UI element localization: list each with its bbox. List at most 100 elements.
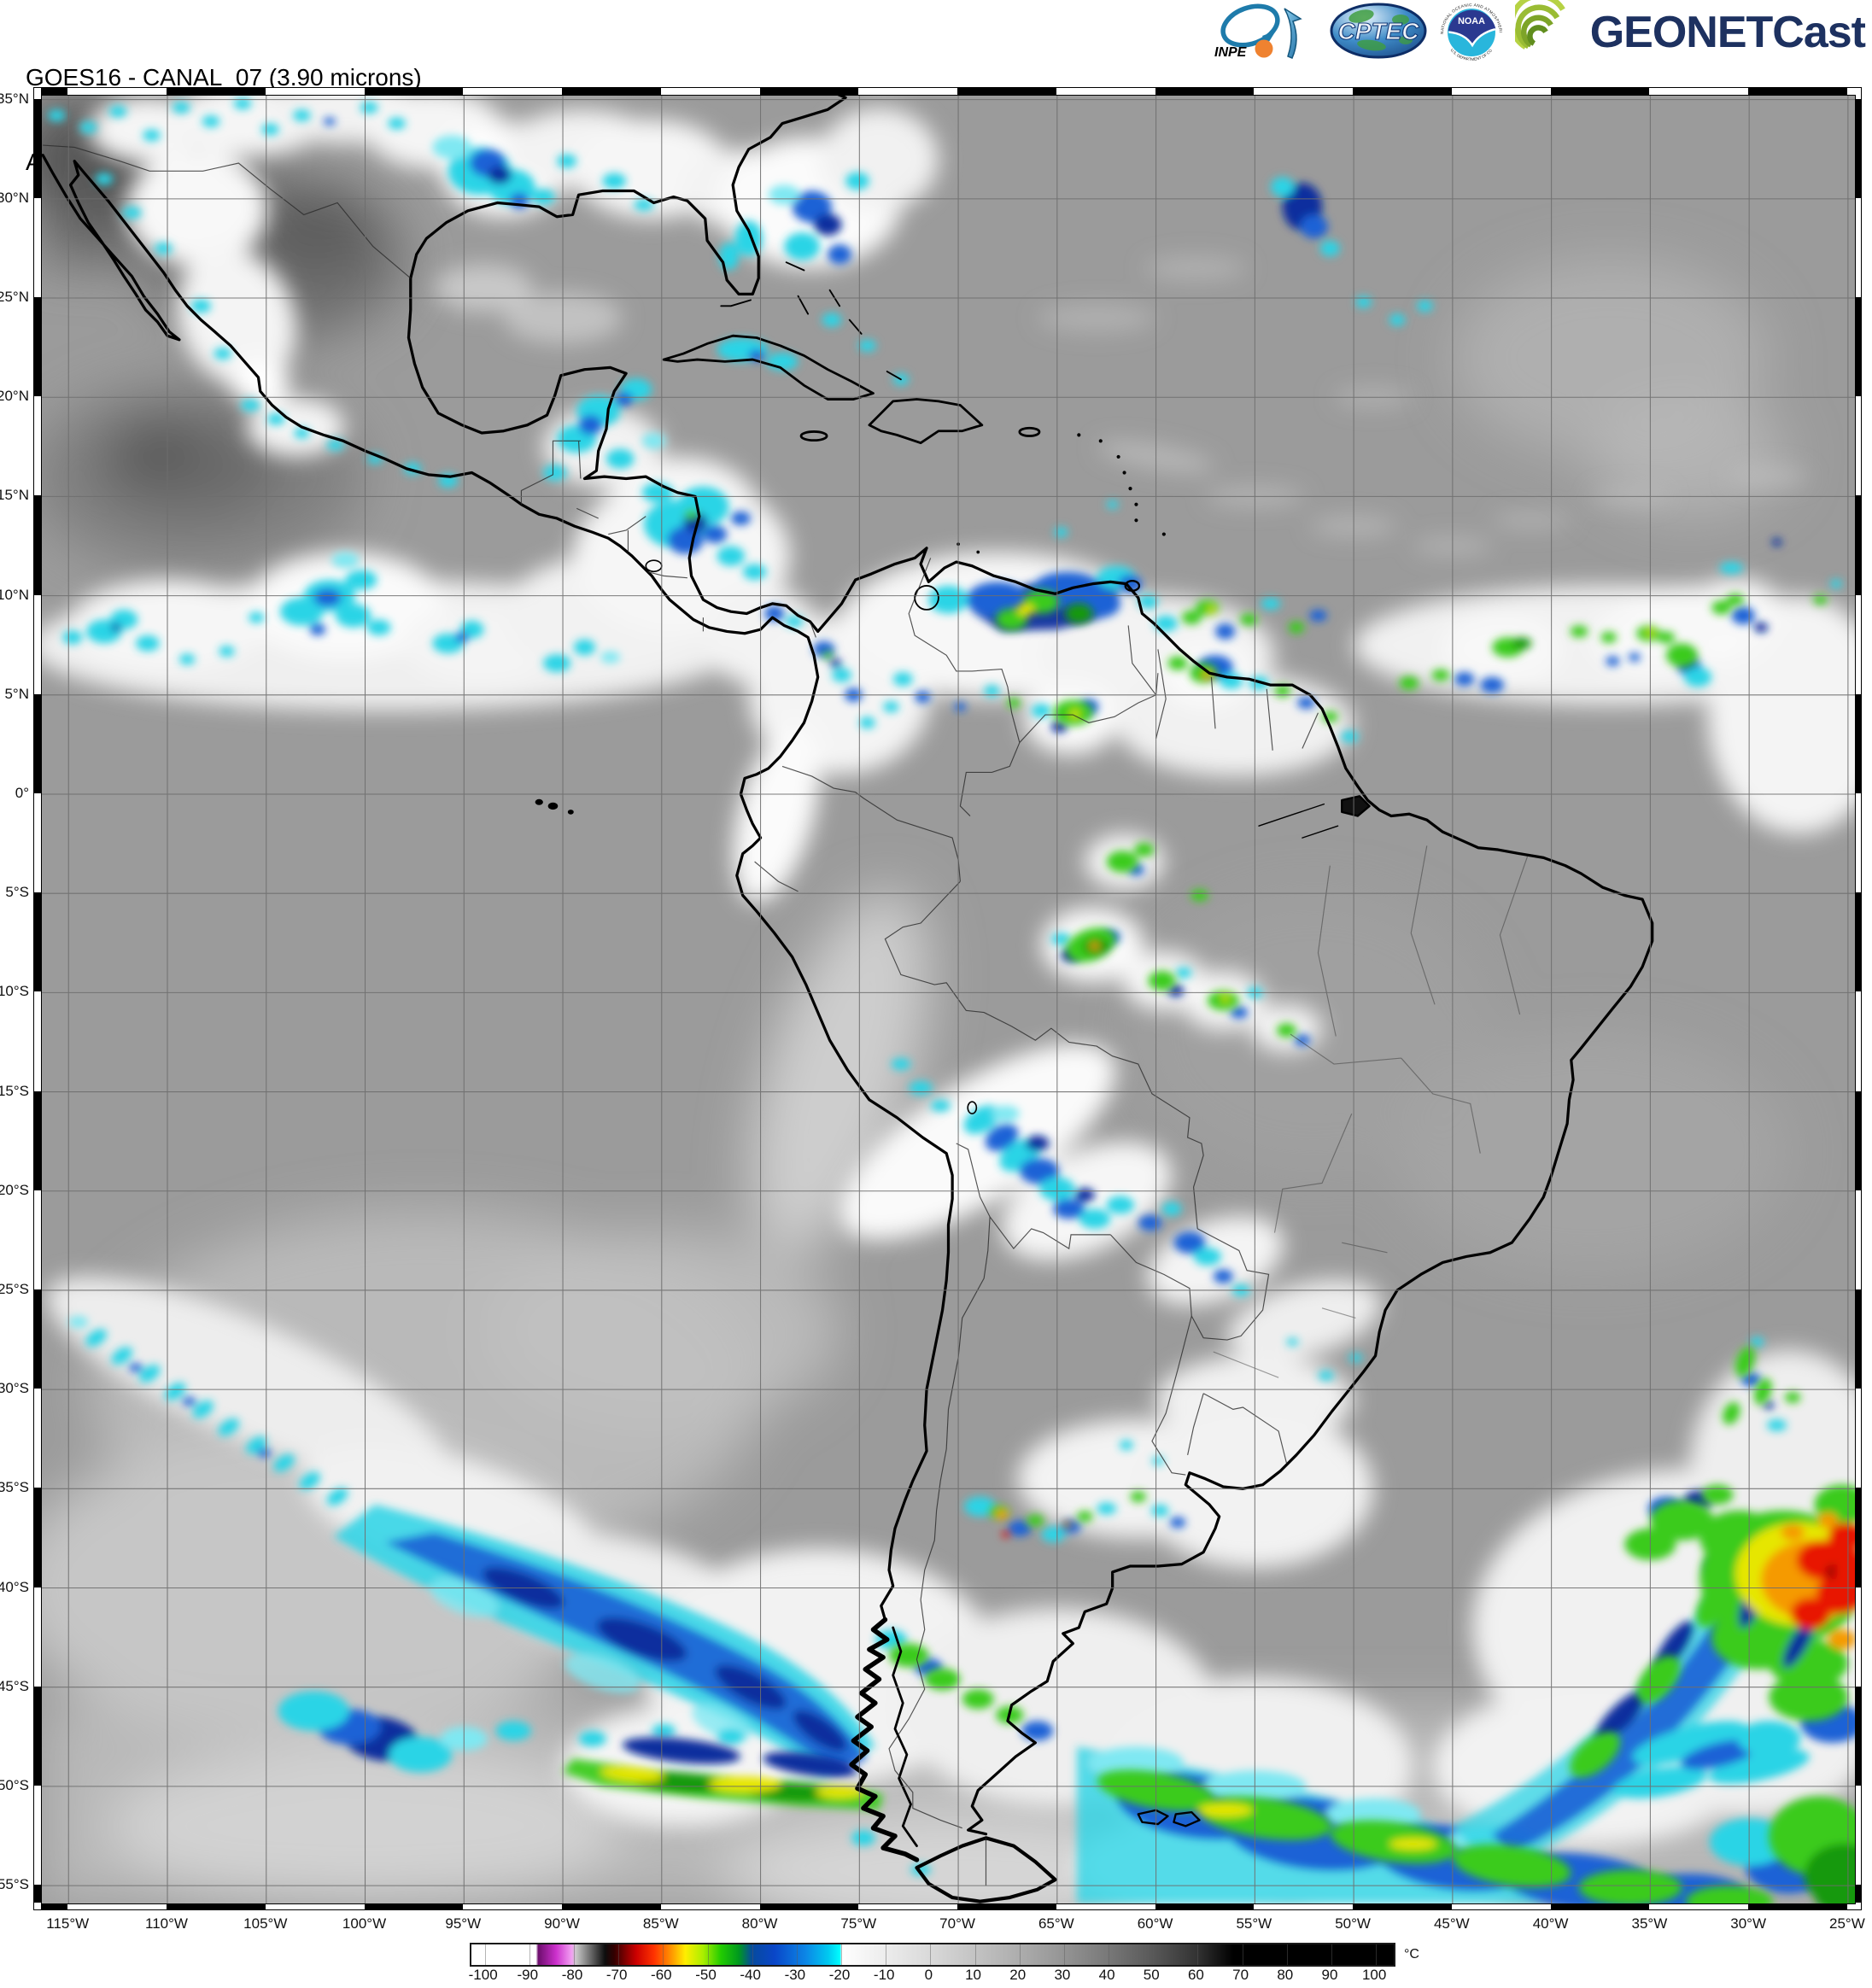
lon-label: 45°W [1433, 1915, 1470, 1932]
frame-tick [34, 98, 41, 198]
frame-tick [1846, 88, 1854, 95]
frame-tick [1649, 88, 1749, 95]
geonetcast-logo-icon [1508, 0, 1578, 67]
frame-tick [1854, 1587, 1861, 1687]
cptec-logo-icon: CPTEC [1329, 3, 1428, 63]
frame-tick [1748, 1903, 1847, 1909]
map-tick-band-left [34, 95, 41, 1903]
colorbar-tick-label: -70 [605, 1967, 628, 1983]
frame-tick [1854, 991, 1861, 1091]
frame-tick [34, 396, 41, 496]
lon-label: 100°W [342, 1915, 387, 1932]
colorbar-gridline [707, 1944, 709, 1965]
colorbar-tick-label: 20 [1009, 1967, 1027, 1983]
inpe-label: INPE [1214, 45, 1248, 60]
frame-tick [1550, 88, 1650, 95]
frame-tick [1854, 594, 1861, 694]
frame-tick [1854, 1488, 1861, 1587]
frame-tick [1854, 693, 1861, 793]
frame-tick [1451, 1903, 1551, 1909]
frame-tick [1854, 297, 1861, 397]
frame-tick [67, 1903, 167, 1909]
lon-label: 60°W [1137, 1915, 1173, 1932]
lon-label: 70°W [939, 1915, 975, 1932]
colorbar-tick-label: 80 [1277, 1967, 1294, 1983]
frame-tick [1155, 88, 1255, 95]
frame-tick [34, 197, 41, 298]
frame-tick [1056, 1903, 1155, 1909]
lat-label: 25°N [0, 289, 29, 306]
frame-tick [34, 1090, 41, 1190]
frame-tick [34, 297, 41, 397]
colorbar-gridline [663, 1944, 664, 1965]
colorbar-gridline [1197, 1944, 1199, 1965]
lon-label: 25°W [1829, 1915, 1865, 1932]
borders [43, 144, 1529, 1886]
frame-tick [562, 1903, 661, 1909]
satellite-image [41, 95, 1856, 1904]
frame-tick [1854, 892, 1861, 992]
frame-tick [1854, 1090, 1861, 1190]
lon-label: 115°W [46, 1915, 90, 1932]
lon-label: 50°W [1335, 1915, 1371, 1932]
frame-tick [1854, 95, 1861, 99]
frame-tick [1854, 1289, 1861, 1389]
lat-label: 35°N [0, 90, 29, 107]
frame-tick [1854, 1686, 1861, 1786]
lat-label: 0° [15, 784, 29, 801]
logo-bar: INPE CPTEC NATIONAL OCEANIC AND ATMOSPHE… [1213, 0, 1866, 63]
frame-tick [1353, 88, 1452, 95]
colorbar-tick-label: 100 [1361, 1967, 1387, 1983]
lat-label: 55°S [0, 1876, 29, 1893]
frame-tick [858, 88, 958, 95]
colorbar-tick-label: -30 [784, 1967, 806, 1983]
lat-label: 5°S [5, 884, 29, 901]
lat-label: 5°N [4, 685, 29, 702]
lat-label: 30°S [0, 1380, 29, 1397]
frame-tick [34, 1885, 41, 1903]
frame-tick [34, 1190, 41, 1289]
lon-label: 85°W [642, 1915, 679, 1932]
frame-tick [1854, 1885, 1861, 1903]
colorbar-tick-label: 60 [1187, 1967, 1204, 1983]
lon-label: 35°W [1631, 1915, 1668, 1932]
frame-tick [1155, 1903, 1255, 1909]
frame-tick [1854, 197, 1861, 298]
colorbar-gridline [930, 1944, 932, 1965]
frame-tick [463, 88, 563, 95]
frame-tick [1056, 88, 1155, 95]
colorbar-tick-label: 50 [1143, 1967, 1160, 1983]
temperature-colorbar [470, 1943, 1395, 1967]
lat-label: 20°N [0, 388, 29, 405]
frame-tick [660, 88, 760, 95]
lat-label: 25°S [0, 1280, 29, 1297]
colorbar-tick-label: -100 [468, 1967, 498, 1983]
colorbar-gridline [752, 1944, 753, 1965]
frame-tick [34, 1289, 41, 1389]
frame-tick [167, 1903, 266, 1909]
frame-tick [1748, 88, 1847, 95]
lat-label: 40°S [0, 1578, 29, 1595]
frame-tick [1854, 792, 1861, 893]
noaa-label: NOAA [1458, 15, 1485, 26]
frame-tick [265, 88, 365, 95]
colorbar-gridline [574, 1944, 575, 1965]
frame-tick [1254, 88, 1354, 95]
frame-tick [1254, 1903, 1354, 1909]
colorbar-gridline [1063, 1944, 1065, 1965]
colorbar-tick-label: -50 [695, 1967, 717, 1983]
map-frame [33, 87, 1862, 1910]
frame-tick [34, 594, 41, 694]
coastlines [42, 96, 1654, 1903]
colorbar-tick-label: -40 [740, 1967, 761, 1983]
frame-tick [34, 1785, 41, 1886]
convective-cells [563, 589, 1855, 1903]
frame-tick [67, 88, 167, 95]
colorbar-tick-label: 10 [965, 1967, 982, 1983]
lon-label: 105°W [243, 1915, 288, 1932]
colorbar-tick-label: -60 [651, 1967, 672, 1983]
frame-tick [759, 88, 859, 95]
lon-label: 95°W [445, 1915, 482, 1932]
colorbar-gridline [796, 1944, 798, 1965]
map-tick-band-bottom [41, 1903, 1854, 1909]
